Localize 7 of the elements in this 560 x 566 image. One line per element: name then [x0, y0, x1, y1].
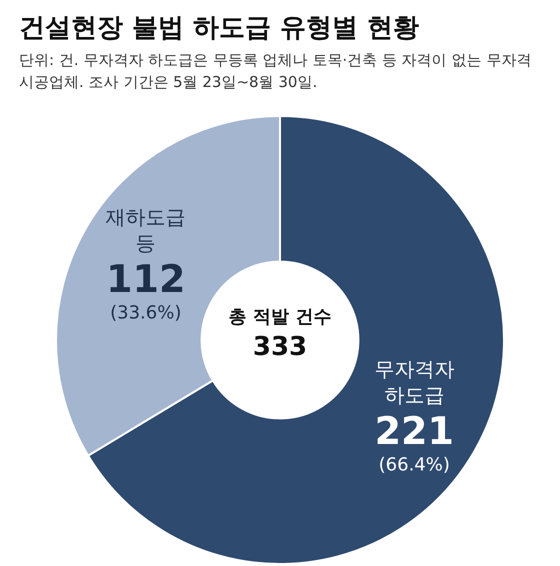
chart-title: 건설현장 불법 하도급 유형별 현황: [19, 13, 420, 43]
chart-subtitle: 단위: 건. 무자격자 하도급은 무등록 업체나 토목·건축 등 자격이 없는 무자격 시공업체. 조사 기간은 5월 23일~8월 30일.: [19, 51, 536, 91]
data-label: 112 (33.6%): [106, 257, 186, 324]
slice-label: 무자격자 하도급: [374, 356, 454, 407]
text: 총 적발 건수 333: [228, 306, 332, 362]
slice-label: 재하도급 등: [106, 205, 186, 256]
data-label: 221 (66.4%): [374, 408, 454, 476]
